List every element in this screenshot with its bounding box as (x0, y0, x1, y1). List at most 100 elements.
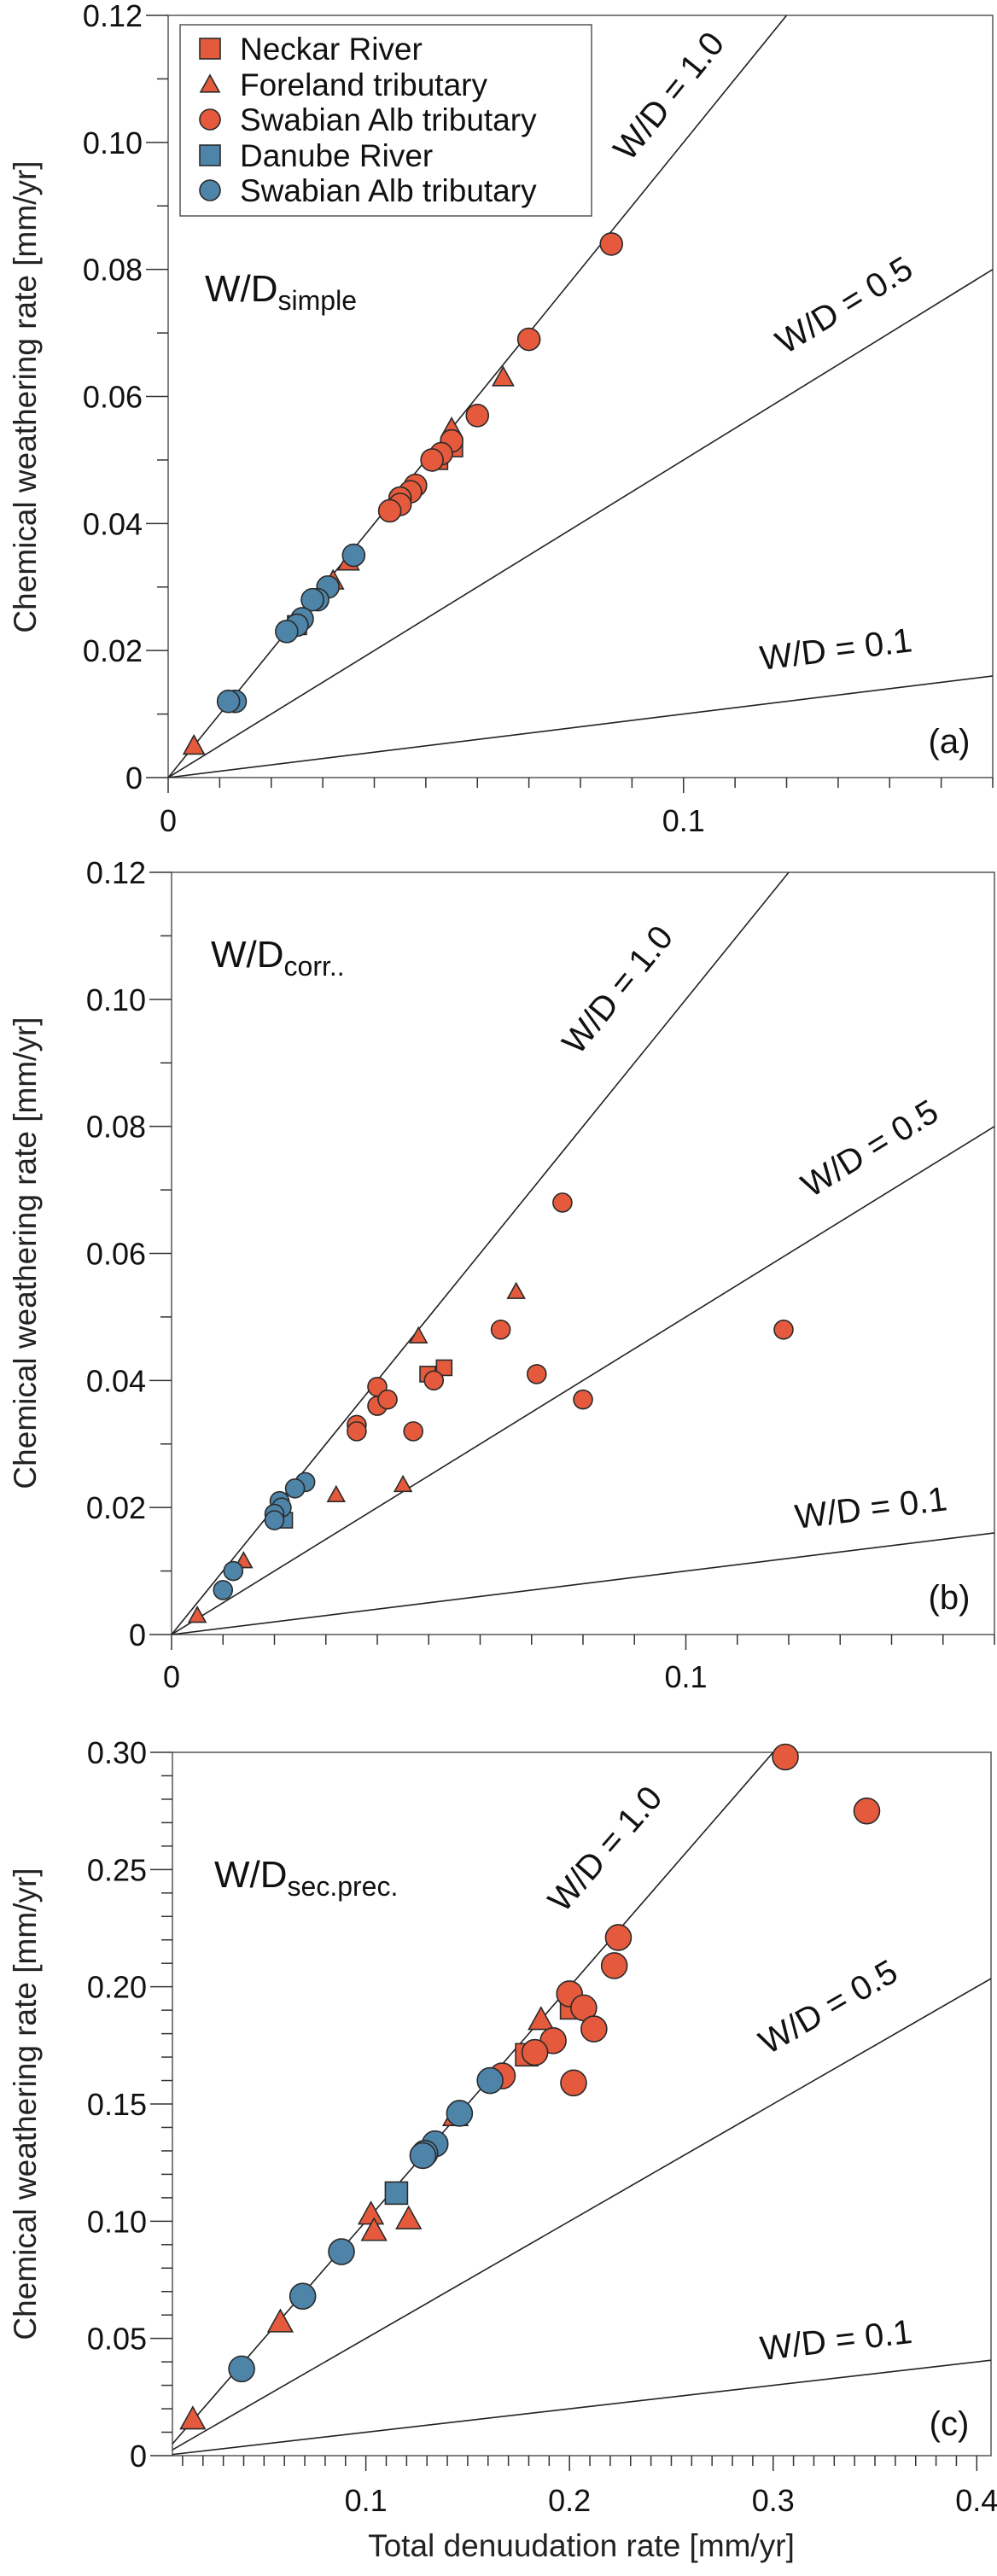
legend-label: Swabian Alb tributary (240, 102, 537, 137)
legend-item: Swabian Alb tributary (199, 102, 537, 137)
x-tick-label: 0 (163, 1659, 180, 1694)
data-point-circle (284, 1478, 306, 1499)
data-point-triangle (360, 2217, 388, 2241)
y-tick-label: 0.06 (86, 1237, 146, 1272)
legend-label: Swabian Alb tributary (240, 173, 537, 208)
x-tick-label: 0.1 (662, 803, 705, 838)
data-point-circle (216, 689, 241, 714)
data-point-triangle (266, 2308, 294, 2333)
data-point-circle (377, 498, 402, 523)
legend-marker-square (199, 144, 221, 166)
data-point-triangle (393, 1474, 413, 1493)
data-point-circle (223, 1560, 244, 1582)
ratio-main: W/D (214, 1854, 288, 1896)
data-point-circle (573, 1389, 593, 1410)
data-point-circle (275, 620, 299, 644)
wd-line-0-5 (172, 1978, 991, 2451)
y-tick-label: 0.04 (83, 506, 143, 541)
x-tick-label: 0.2 (548, 2483, 591, 2518)
ratio-type-label: W/Dsimple (205, 268, 357, 316)
legend-item: Foreland tributary (199, 67, 487, 102)
y-tick-label: 0.25 (87, 1852, 147, 1887)
data-point-triangle (182, 734, 206, 755)
y-tick-label: 0.10 (87, 2204, 147, 2239)
y-tick-label: 0 (125, 761, 143, 796)
legend-item: Neckar River (199, 32, 423, 67)
data-point-circle (516, 327, 541, 352)
data-point-triangle (187, 1606, 207, 1623)
wd-line-label: W/D = 0.1 (758, 2313, 914, 2368)
wd-line-label: W/D = 0.1 (793, 1480, 949, 1536)
data-point-circle (521, 2038, 549, 2066)
data-point-circle (409, 2142, 437, 2170)
y-tick-label: 0.12 (83, 0, 143, 33)
ratio-subscript: simple (278, 285, 357, 316)
panel-label: (a) (929, 723, 971, 761)
y-axis-title: Chemical weathering rate [mm/yr] (8, 1017, 43, 1489)
y-tick-label: 0.15 (87, 2087, 147, 2122)
y-tick-label: 0.08 (86, 1110, 146, 1145)
y-tick-label: 0.10 (83, 125, 143, 160)
wd-line-label: W/D = 1.0 (555, 918, 680, 1061)
legend-label: Neckar River (240, 32, 423, 67)
y-tick-label: 0.10 (86, 982, 146, 1017)
wd-line-label: W/D = 1.0 (606, 25, 732, 167)
y-tick-label: 0 (129, 1617, 146, 1652)
data-point-circle (599, 232, 624, 256)
wd-line-label: W/D = 0.5 (769, 249, 918, 361)
legend-label: Foreland tributary (240, 67, 487, 102)
y-tick-label: 0.04 (86, 1363, 146, 1398)
panel-b: 0 0.02 0.04 0.06 0.08 0.10 0.12 0 0.1 W/D = 1.0 W/… (8, 855, 995, 1694)
data-point-circle (853, 1797, 881, 1825)
panel-c: 0 0.05 0.10 0.15 0.20 0.25 0.30 0.1 0.2 0.3 0.4 W/D… (8, 1735, 997, 2563)
data-points (182, 232, 624, 755)
wd-line-0-5 (168, 268, 993, 778)
x-tick-label: 0.1 (664, 1659, 707, 1694)
x-tick-label: 0.1 (345, 2483, 388, 2518)
wd-line-1 (172, 872, 790, 1635)
data-point-circle (446, 2100, 474, 2127)
data-point-circle (600, 1952, 628, 1979)
data-point-triangle (179, 2405, 207, 2430)
y-tick-label: 0.02 (83, 633, 143, 668)
y-tick-label: 0.08 (83, 253, 143, 288)
data-point-square (384, 2181, 409, 2206)
legend-box (179, 24, 592, 217)
data-point-triangle (528, 2006, 555, 2031)
wd-line-0-1 (168, 675, 993, 778)
data-point-circle (300, 587, 324, 612)
x-axis-title: Total denuudation rate [mm/yr] (368, 2528, 795, 2563)
y-axis-title: Chemical weathering rate [mm/yr] (8, 1868, 43, 2340)
legend-item: Danube River (199, 138, 433, 173)
wd-line-label: W/D = 1.0 (541, 1780, 670, 1920)
wd-line-0-1 (172, 1532, 994, 1635)
x-tick-label: 0.4 (955, 2483, 997, 2518)
wd-line-label: W/D = 0.5 (795, 1093, 944, 1204)
data-point-circle (552, 1192, 573, 1213)
data-point-circle (465, 404, 490, 428)
data-point-circle (604, 1924, 633, 1951)
data-point-circle (213, 1580, 234, 1600)
legend-marker-square (199, 38, 221, 60)
data-point-circle (773, 1320, 794, 1340)
ratio-subscript: corr.. (284, 951, 345, 982)
panel-label: (c) (930, 2405, 970, 2443)
data-point-circle (476, 2066, 504, 2095)
data-point-circle (347, 1421, 367, 1442)
ratio-main: W/D (211, 934, 284, 976)
data-point-circle (526, 1364, 547, 1384)
data-point-circle (341, 543, 366, 568)
y-tick-label: 0.05 (87, 2322, 147, 2357)
y-axis-title: Chemical weathering rate [mm/yr] (8, 160, 43, 632)
ratio-subscript: sec.prec. (288, 1871, 399, 1902)
y-tick-label: 0 (130, 2439, 147, 2474)
data-point-circle (423, 1370, 445, 1391)
data-point-circle (420, 448, 444, 472)
data-point-triangle (408, 1326, 429, 1343)
data-point-triangle (395, 2205, 423, 2229)
legend-marker-circle (199, 108, 221, 131)
legend-marker-triangle (199, 73, 221, 93)
data-point-triangle (491, 365, 515, 387)
